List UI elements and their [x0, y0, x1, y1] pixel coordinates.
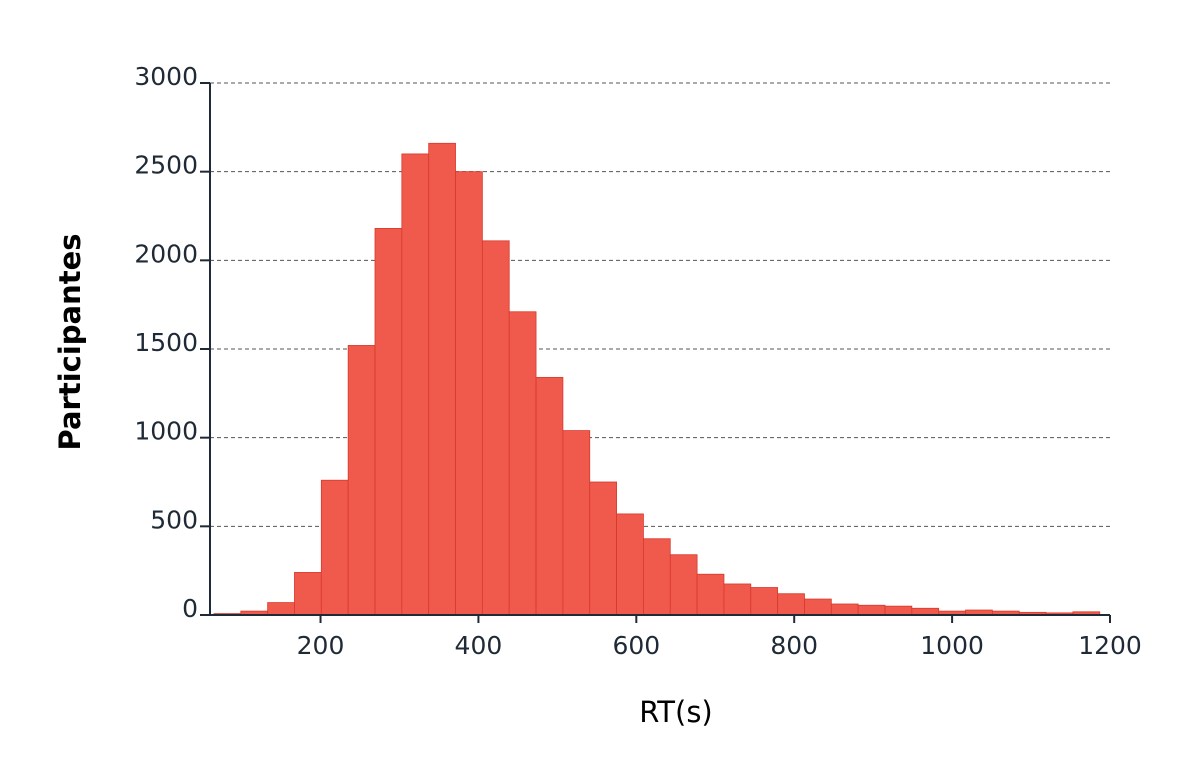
y-tick-label: 2500: [134, 151, 198, 180]
histogram-bar: [884, 605, 913, 616]
y-axis-title: Participantes: [53, 233, 87, 450]
histogram-bar: [508, 311, 537, 616]
histogram-bar: [616, 513, 644, 616]
histogram-bar: [455, 171, 483, 616]
histogram-bars: [213, 142, 1101, 616]
histogram-bar: [320, 479, 349, 616]
histogram-bar: [777, 593, 805, 616]
histogram-bar: [401, 153, 430, 616]
histogram-bar: [643, 538, 671, 616]
histogram-bar: [669, 554, 698, 616]
histogram-bar: [804, 598, 832, 616]
x-axis-title: RT(s): [639, 695, 713, 729]
y-tick-label: 0: [182, 594, 198, 623]
y-tick-label: 1500: [134, 328, 198, 357]
histogram-bar: [294, 572, 322, 616]
histogram-bar: [347, 345, 376, 616]
x-tick-label: 400: [455, 631, 503, 660]
histogram-bar: [857, 604, 886, 616]
y-tick-label: 500: [150, 505, 198, 534]
histogram-bar: [267, 602, 295, 616]
histogram-bar: [481, 240, 510, 616]
x-tick-label: 1200: [1078, 631, 1142, 660]
histogram-bar: [589, 481, 617, 616]
x-tick-label: 200: [297, 631, 345, 660]
histogram-bar: [428, 142, 456, 616]
histogram-bar: [562, 430, 591, 616]
y-tick-labels: 0 500 1000 1500 2000 2500 3000: [134, 62, 198, 623]
histogram-bar: [535, 376, 564, 616]
x-tick-label: 800: [770, 631, 818, 660]
x-tick-label: 600: [612, 631, 660, 660]
x-tick-label: 1000: [920, 631, 984, 660]
histogram-bar: [750, 587, 779, 616]
histogram-bar: [911, 607, 940, 616]
x-tick-labels: 200 400 600 800 1000 1200: [297, 631, 1142, 660]
histogram-bar: [696, 573, 725, 616]
axes: [200, 82, 1111, 623]
y-tick-label: 2000: [134, 239, 198, 268]
histogram-bar: [830, 603, 859, 616]
histogram-bar: [374, 228, 403, 616]
histogram-bar: [723, 583, 752, 616]
grid-lines: [210, 82, 1110, 527]
y-tick-label: 3000: [134, 62, 198, 91]
y-tick-label: 1000: [134, 417, 198, 446]
